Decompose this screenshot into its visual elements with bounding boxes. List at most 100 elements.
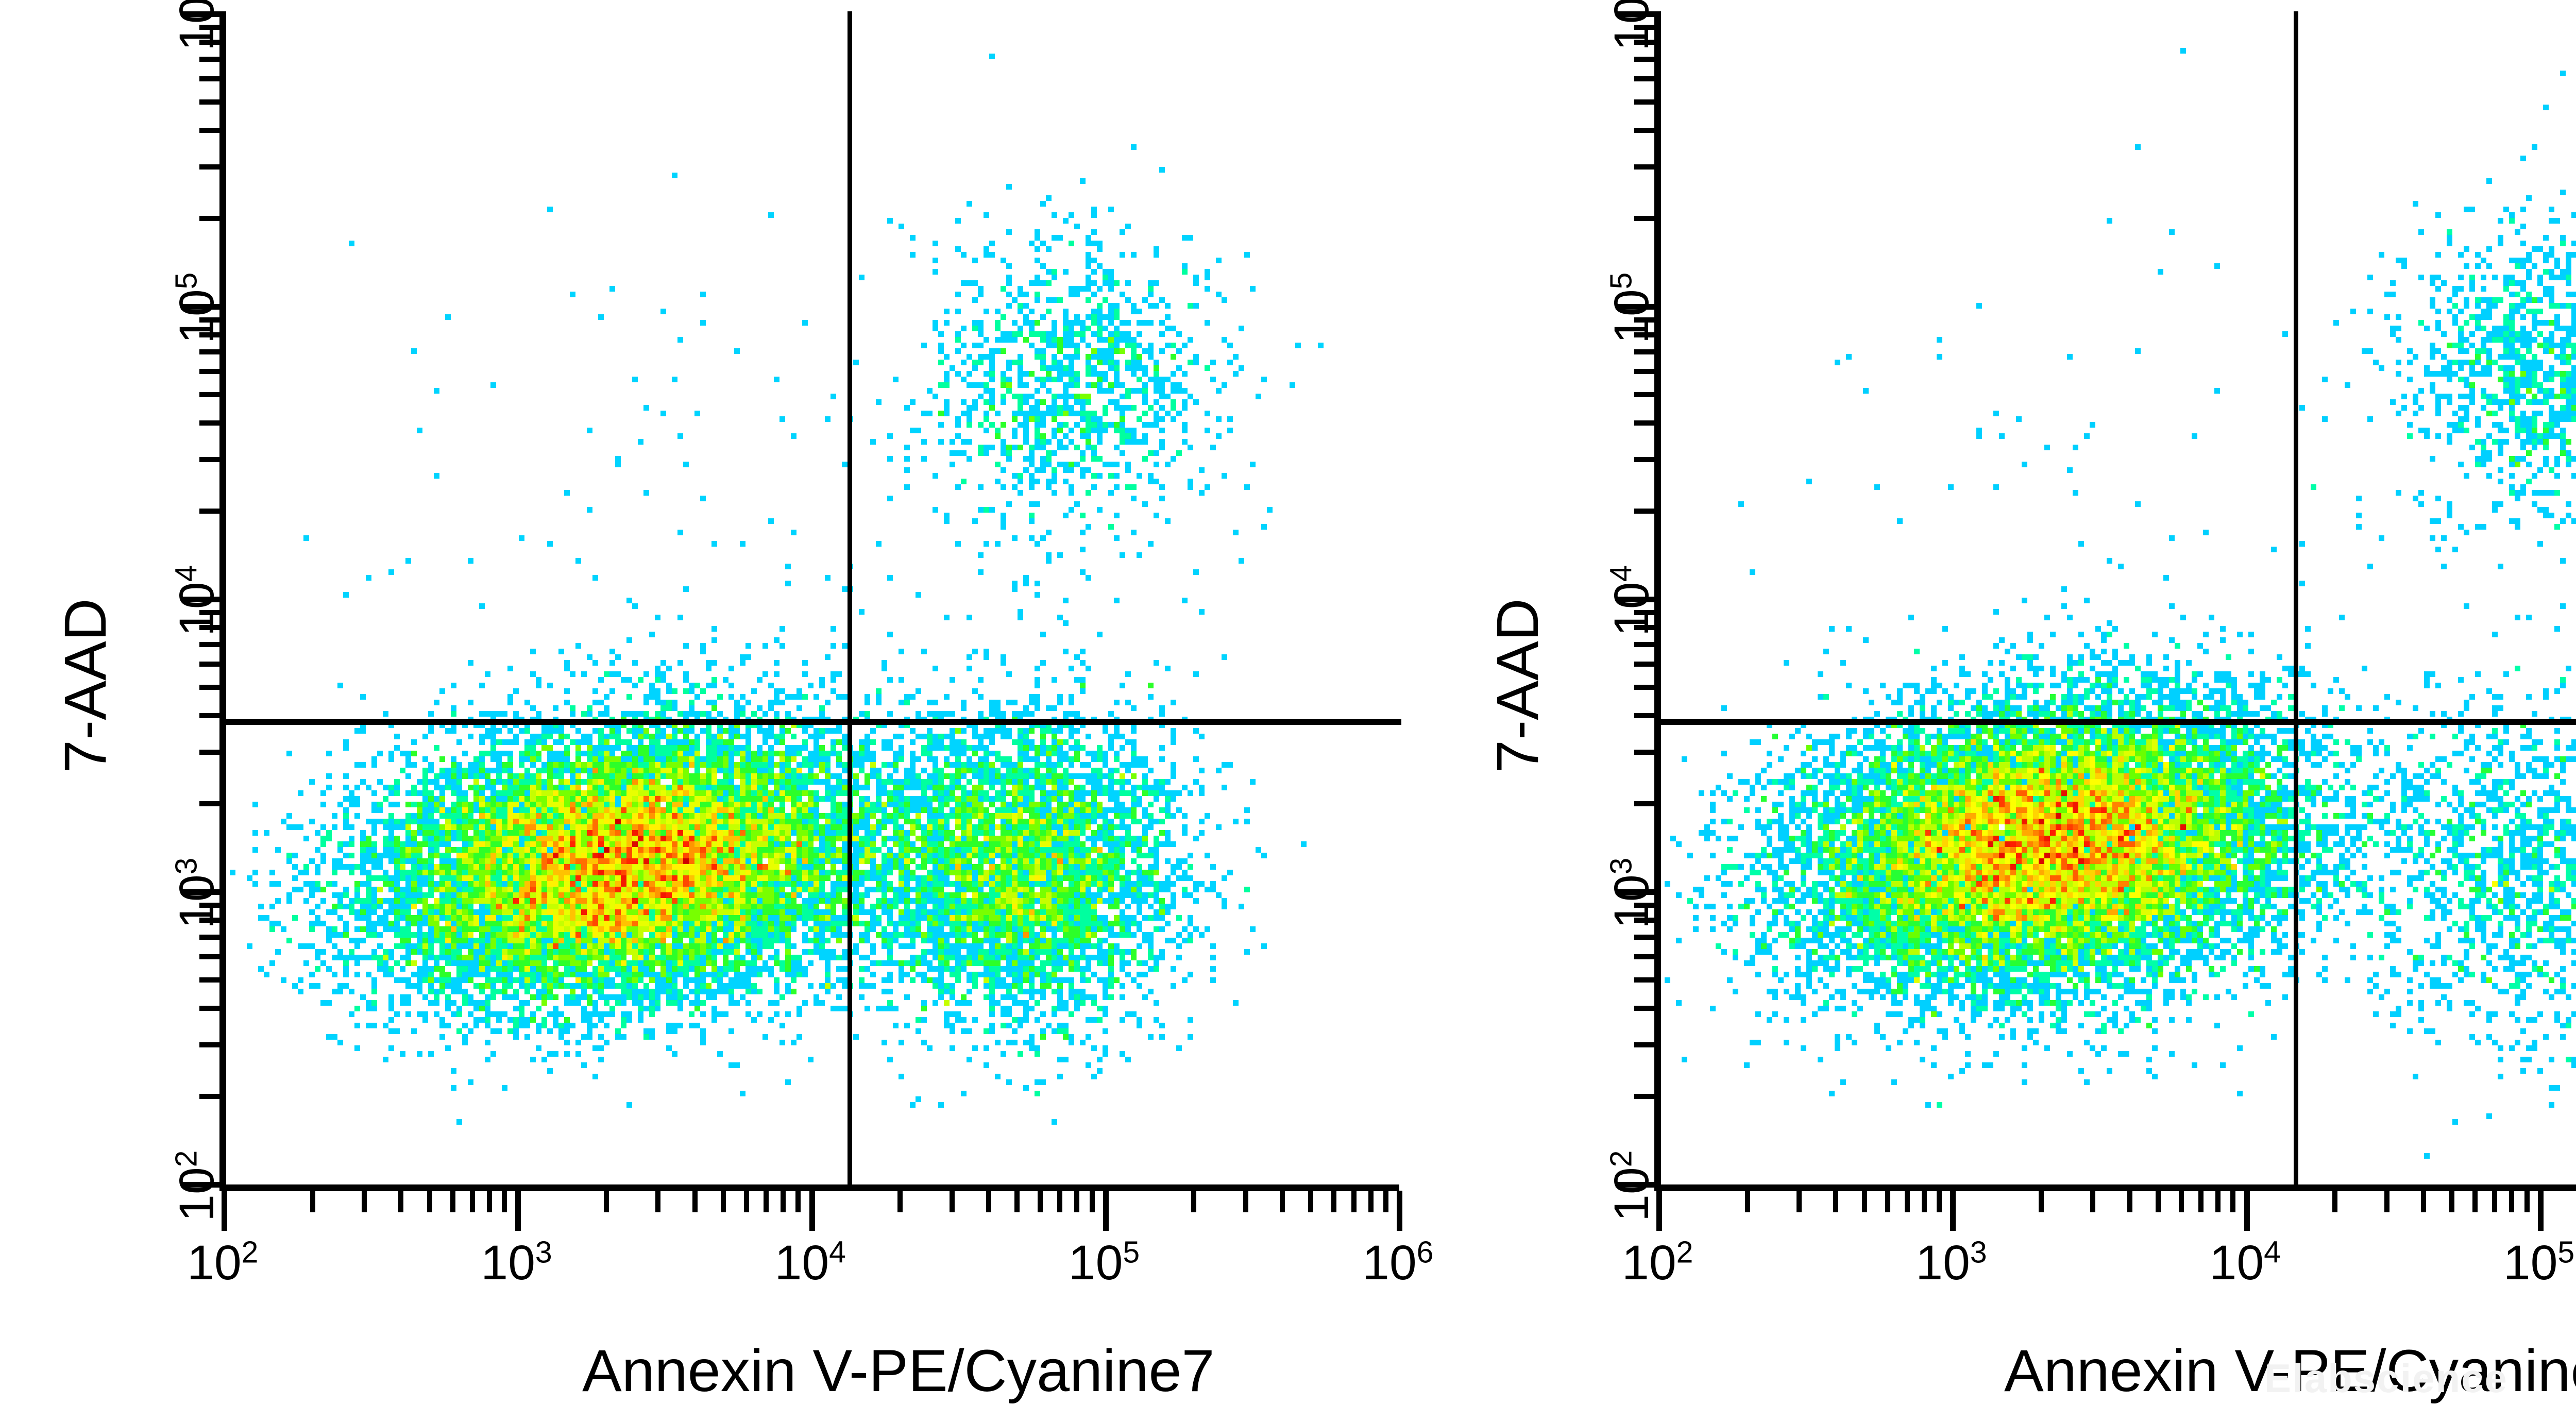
y-minor-tick <box>1634 1042 1656 1047</box>
x-minor-tick <box>2215 1191 2221 1212</box>
y-minor-tick <box>199 24 221 30</box>
x-minor-tick <box>764 1191 769 1212</box>
quadrant-gate-horizontal-left <box>224 719 1401 725</box>
y-minor-tick <box>1634 420 1656 426</box>
x-minor-tick <box>1014 1191 1020 1212</box>
y-tick-label: 106 <box>170 0 224 51</box>
x-minor-tick <box>655 1191 661 1212</box>
y-minor-tick <box>1634 684 1656 690</box>
y-minor-tick <box>1634 99 1656 105</box>
y-minor-tick <box>199 662 221 667</box>
y-minor-tick <box>199 713 221 719</box>
x-minor-tick <box>1308 1191 1314 1212</box>
y-axis-spine-right <box>1654 11 1661 1191</box>
x-minor-tick <box>1351 1191 1357 1212</box>
dotplot-panel-left: 7-AAD Annexin V-PE/Cyanine7 102 102 103 103… <box>0 0 1443 1422</box>
x-minor-tick <box>2492 1191 2498 1212</box>
x-minor-tick <box>486 1191 492 1212</box>
quadrant-gate-vertical-right <box>2294 11 2298 1186</box>
y-minor-tick <box>199 369 221 374</box>
x-minor-tick <box>743 1191 749 1212</box>
x-tick-label: 105 <box>1068 1235 1140 1290</box>
y-minor-tick <box>199 1006 221 1011</box>
x-major-tick <box>2244 1191 2250 1231</box>
y-minor-tick <box>1634 918 1656 923</box>
y-minor-tick <box>1634 456 1656 462</box>
y-minor-tick <box>1634 1094 1656 1099</box>
x-tick-label: 106 <box>1362 1235 1434 1290</box>
x-minor-tick <box>398 1191 404 1212</box>
y-minor-tick <box>199 99 221 105</box>
x-major-tick <box>809 1191 815 1231</box>
y-minor-tick <box>1634 164 1656 170</box>
x-tick-label: 104 <box>2209 1235 2281 1290</box>
y-tick-label: 104 <box>1604 565 1659 636</box>
y-axis-title-left: 7-AAD <box>53 598 118 773</box>
y-minor-tick <box>199 902 221 908</box>
y-minor-tick <box>199 509 221 514</box>
y-minor-tick <box>1634 392 1656 397</box>
x-minor-tick <box>450 1191 455 1212</box>
x-major-tick <box>1103 1191 1109 1231</box>
y-major-tick <box>1616 11 1656 17</box>
y-minor-tick <box>1634 349 1656 354</box>
x-minor-tick <box>2509 1191 2515 1212</box>
x-minor-tick <box>2178 1191 2184 1212</box>
x-tick-label: 103 <box>481 1235 552 1290</box>
x-minor-tick <box>1921 1191 1927 1212</box>
y-minor-tick <box>1634 317 1656 323</box>
y-minor-tick <box>1634 128 1656 133</box>
y-minor-tick <box>1634 801 1656 806</box>
y-minor-tick <box>199 317 221 323</box>
y-minor-tick <box>1634 332 1656 338</box>
dotplot-panel-right: 7-AAD Annexin V-PE/Cyanine7 102 102 103 103… <box>1432 0 2576 1422</box>
x-tick-label: 102 <box>1622 1235 1693 1290</box>
y-minor-tick <box>199 1094 221 1099</box>
x-minor-tick <box>2198 1191 2204 1212</box>
quadrant-gate-vertical-left <box>848 11 852 1186</box>
y-minor-tick <box>199 164 221 170</box>
y-minor-tick <box>1634 713 1656 719</box>
x-minor-tick <box>2090 1191 2096 1212</box>
x-minor-tick <box>362 1191 367 1212</box>
y-minor-tick <box>199 954 221 959</box>
x-axis-title-right: Annexin V-PE/Cyanine7 <box>2004 1338 2576 1404</box>
y-minor-tick <box>199 977 221 983</box>
x-minor-tick <box>1074 1191 1080 1212</box>
y-major-tick <box>181 11 221 17</box>
x-minor-tick <box>1797 1191 1802 1212</box>
x-minor-tick <box>897 1191 903 1212</box>
x-major-tick <box>1656 1191 1662 1231</box>
x-minor-tick <box>2332 1191 2338 1212</box>
x-minor-tick <box>1937 1191 1942 1212</box>
x-minor-tick <box>720 1191 726 1212</box>
y-axis-title-right: 7-AAD <box>1485 598 1551 773</box>
y-minor-tick <box>199 392 221 397</box>
x-minor-tick <box>795 1191 801 1212</box>
y-minor-tick <box>199 40 221 45</box>
y-minor-tick <box>1634 509 1656 514</box>
y-axis-spine-left <box>219 11 226 1191</box>
x-minor-tick <box>1038 1191 1043 1212</box>
y-minor-tick <box>1634 24 1656 30</box>
x-minor-tick <box>1280 1191 1285 1212</box>
x-minor-tick <box>986 1191 991 1212</box>
y-tick-label: 105 <box>170 272 224 344</box>
y-minor-tick <box>199 349 221 354</box>
x-minor-tick <box>2524 1191 2530 1212</box>
y-minor-tick <box>199 610 221 615</box>
x-minor-tick <box>310 1191 315 1212</box>
y-minor-tick <box>1634 76 1656 81</box>
y-minor-tick <box>1634 749 1656 755</box>
x-minor-tick <box>469 1191 475 1212</box>
y-minor-tick <box>199 76 221 81</box>
y-minor-tick <box>1634 934 1656 940</box>
y-minor-tick <box>1634 641 1656 647</box>
y-minor-tick <box>199 625 221 631</box>
y-minor-tick <box>199 801 221 806</box>
y-minor-tick <box>199 456 221 462</box>
x-minor-tick <box>1744 1191 1750 1212</box>
x-major-tick <box>2537 1191 2544 1231</box>
x-minor-tick <box>2472 1191 2478 1212</box>
x-tick-label: 104 <box>774 1235 846 1290</box>
